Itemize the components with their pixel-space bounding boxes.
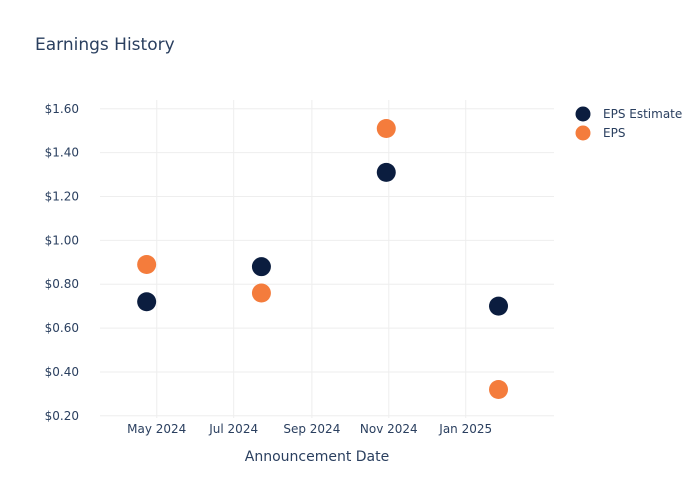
chart-title: Earnings History bbox=[35, 35, 175, 55]
x-tick-label: Sep 2024 bbox=[283, 422, 340, 436]
x-axis-ticks: May 2024 Jul 2024 Sep 2024 Nov 2024 Jan 2025 bbox=[127, 422, 492, 436]
legend-eps-estimate-marker[interactable] bbox=[575, 106, 591, 122]
eps-point[interactable] bbox=[251, 283, 271, 303]
x-axis-title: Announcement Date bbox=[245, 449, 389, 465]
eps-estimate-point[interactable] bbox=[376, 162, 396, 182]
legend-eps-label[interactable]: EPS bbox=[603, 126, 625, 140]
legend-eps-marker[interactable] bbox=[575, 125, 591, 141]
x-tick-label: Jan 2025 bbox=[438, 422, 492, 436]
eps-point[interactable] bbox=[137, 254, 157, 274]
x-tick-label: May 2024 bbox=[127, 422, 186, 436]
y-tick-label: $0.20 bbox=[45, 409, 79, 423]
y-tick-label: $1.00 bbox=[45, 233, 79, 247]
data-markers bbox=[137, 119, 509, 399]
y-tick-label: $1.60 bbox=[45, 102, 79, 116]
eps-point[interactable] bbox=[489, 379, 509, 399]
x-tick-label: Nov 2024 bbox=[360, 422, 418, 436]
y-tick-label: $1.40 bbox=[45, 146, 79, 160]
y-tick-label: $1.20 bbox=[45, 189, 79, 203]
y-tick-label: $0.40 bbox=[45, 365, 79, 379]
eps-estimate-point[interactable] bbox=[489, 296, 509, 316]
legend-eps-estimate-label[interactable]: EPS Estimate bbox=[603, 107, 682, 121]
grid bbox=[100, 100, 554, 418]
x-tick-label: Jul 2024 bbox=[208, 422, 258, 436]
legend[interactable]: EPS Estimate EPS bbox=[575, 106, 683, 141]
y-axis-ticks: $0.20 $0.40 $0.60 $0.80 $1.00 $1.20 $1.40 $1.60 bbox=[45, 102, 79, 423]
eps-estimate-point[interactable] bbox=[251, 257, 271, 277]
eps-estimate-point[interactable] bbox=[137, 292, 157, 312]
eps-point[interactable] bbox=[376, 119, 396, 139]
y-tick-label: $0.80 bbox=[45, 277, 79, 291]
y-tick-label: $0.60 bbox=[45, 321, 79, 335]
